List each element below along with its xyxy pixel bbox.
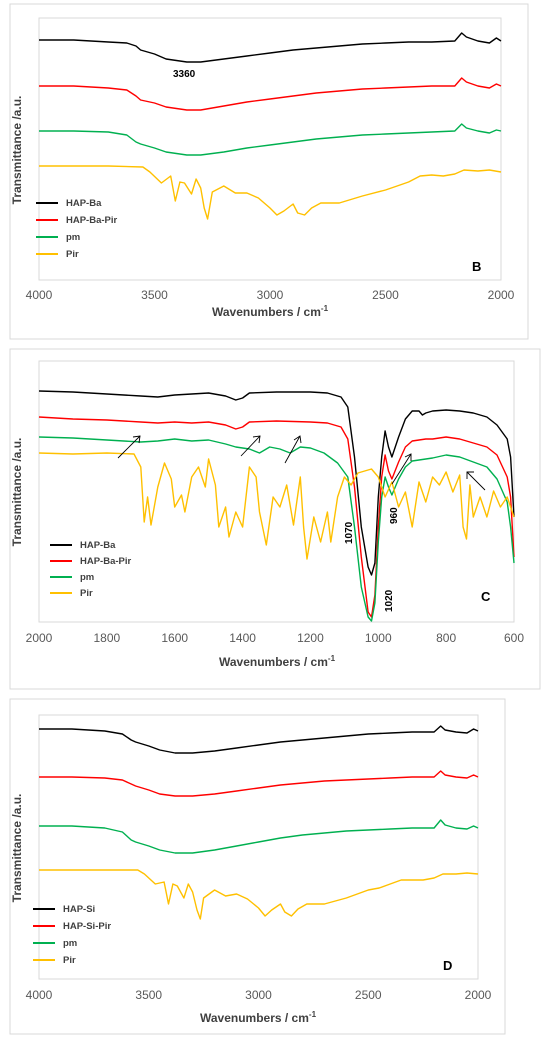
panel-d-x-tick-label: 4000 [26, 988, 53, 1002]
arrow-3-head [293, 435, 302, 444]
panel-c-y-axis-title: Transmittance /a.u. [10, 438, 24, 547]
panel-c-legend: HAP-Ba HAP-Ba-Pir pm Pir [50, 540, 132, 599]
arrow-5-head [466, 471, 474, 479]
arrow-2 [240, 435, 261, 457]
arrow-5 [466, 471, 486, 491]
panel-b-legend: HAP-Ba HAP-Ba-Pir pm Pir [36, 198, 118, 260]
panel-c-series-line-4 [38, 452, 515, 560]
panel-c-x-tick-label: 1600 [161, 631, 188, 645]
panel-b-x-ticks: 4000 3500 3000 2500 2000 [26, 288, 515, 302]
panel-c-x-tick-label: 600 [504, 631, 524, 645]
arrow-1-head [132, 435, 141, 444]
panel-b-legend-label: pm [66, 232, 80, 243]
panel-d-frame [9, 698, 506, 1035]
panel-c-x-tick-label: 1800 [94, 631, 121, 645]
panel-d-series-line-4 [39, 869, 479, 920]
panel-c-x-tick-label: 2000 [26, 631, 53, 645]
panel-d-legend-label: pm [63, 938, 77, 949]
panel-d-x-tick-label: 2500 [355, 988, 382, 1002]
panel-d-series-line-2 [39, 770, 479, 797]
arrow-1 [117, 435, 141, 459]
panel-c-frame [9, 348, 541, 690]
panel-c-series [38, 390, 515, 622]
panel-d-legend: HAP-Si HAP-Si-Pir pm Pir [33, 904, 111, 966]
panel-b-plot-area [38, 17, 502, 281]
panel-c-letter: C [481, 589, 491, 604]
panel-d: Transmittance /a.u. 4000 3500 3000 2500 2000… [9, 698, 506, 1035]
panel-c-annotation-1020: 1020 [384, 589, 395, 612]
panel-b-legend-label: HAP-Ba-Pir [66, 215, 118, 226]
panel-c-arrows [117, 435, 486, 491]
panel-b-series-line-3 [39, 123, 502, 156]
panel-d-series [39, 725, 479, 920]
arrow-4-head [404, 453, 412, 461]
panel-b-x-tick-label: 4000 [26, 288, 53, 302]
panel-c: Transmittance /a.u. 2000 1800 1600 1400 1200… [9, 348, 541, 690]
panel-d-x-tick-label: 3000 [245, 988, 272, 1002]
panel-b-x-tick-label: 2500 [372, 288, 399, 302]
arrow-4 [391, 453, 412, 485]
panel-c-annotation-960: 960 [389, 507, 400, 524]
panel-c-legend-label: Pir [80, 588, 93, 599]
panel-d-x-tick-label: 3500 [135, 988, 162, 1002]
panel-b-legend-label: Pir [66, 249, 79, 260]
panel-c-x-tick-label: 800 [436, 631, 456, 645]
panel-b-x-tick-label: 3500 [141, 288, 168, 302]
panel-c-series-line-1 [38, 390, 515, 576]
arrow-3 [284, 435, 301, 464]
panel-c-annotation-1070: 1070 [344, 521, 355, 544]
panel-d-letter: D [443, 958, 452, 973]
panel-b-x-axis-title: Wavenumbers / cm-1 [212, 304, 329, 319]
panel-c-legend-label: pm [80, 572, 94, 583]
panel-d-plot-area [38, 714, 479, 980]
panel-b-letter: B [472, 259, 481, 274]
panel-b-x-tick-label: 2000 [488, 288, 515, 302]
panel-d-series-line-1 [39, 725, 479, 754]
panel-b-y-axis-title: Transmittance /a.u. [10, 96, 24, 205]
panel-d-x-tick-label: 2000 [465, 988, 492, 1002]
panel-d-legend-label: HAP-Si [63, 904, 95, 915]
panel-c-series-line-2 [38, 416, 515, 618]
panel-b-annotation-3360: 3360 [173, 69, 196, 80]
arrow-2-head [252, 435, 261, 444]
panel-b-legend-label: HAP-Ba [66, 198, 102, 209]
panel-d-x-axis-title: Wavenumbers / cm-1 [200, 1010, 317, 1025]
panel-c-x-ticks: 2000 1800 1600 1400 1200 1000 800 600 [26, 631, 525, 645]
panel-b-x-tick-label: 3000 [257, 288, 284, 302]
panel-c-x-axis-title: Wavenumbers / cm-1 [219, 654, 336, 669]
panel-d-y-axis-title: Transmittance /a.u. [10, 794, 24, 903]
panel-d-series-line-3 [39, 819, 479, 854]
panel-c-x-tick-label: 1400 [229, 631, 256, 645]
panel-d-x-ticks: 4000 3500 3000 2500 2000 [26, 988, 492, 1002]
panel-b-series-line-4 [39, 165, 502, 220]
panel-c-series-line-3 [38, 436, 515, 622]
panel-d-legend-label: Pir [63, 955, 76, 966]
panel-c-legend-label: HAP-Ba [80, 540, 116, 551]
panel-c-legend-label: HAP-Ba-Pir [80, 556, 132, 567]
panel-c-x-tick-label: 1200 [297, 631, 324, 645]
panel-b-series-line-2 [39, 77, 502, 111]
panel-b: Transmittance /a.u. 4000 3500 3000 2500 2000… [9, 3, 529, 340]
panel-b-frame [9, 3, 529, 340]
panel-c-plot-area [38, 360, 515, 623]
panel-d-legend-label: HAP-Si-Pir [63, 921, 111, 932]
panel-c-x-tick-label: 1000 [365, 631, 392, 645]
panel-b-series-line-1 [39, 32, 502, 63]
panel-b-series [39, 32, 502, 220]
